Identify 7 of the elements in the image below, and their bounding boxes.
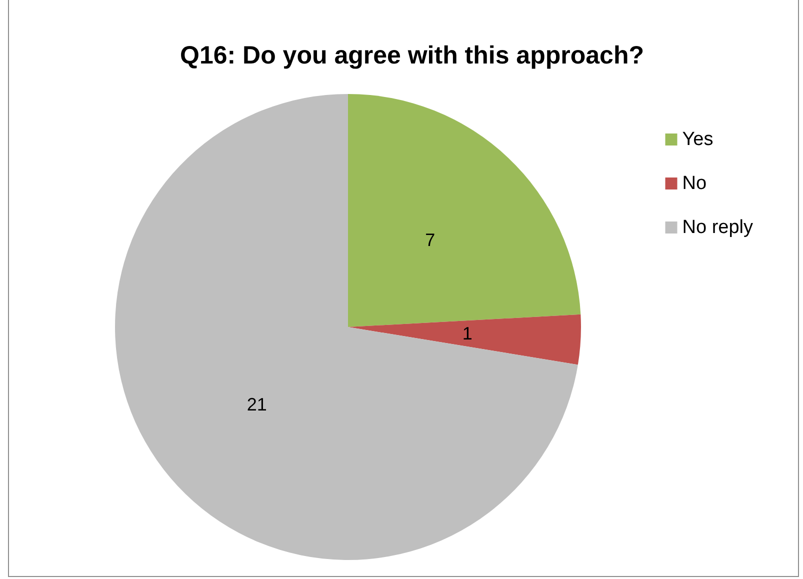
data-label: 1	[462, 323, 472, 344]
legend-label: Yes	[682, 129, 714, 150]
data-label: 7	[425, 230, 436, 250]
legend-label: No reply	[682, 217, 754, 238]
legend-label: No	[682, 173, 707, 194]
chart-title: Q16: Do you agree with this approach?	[180, 42, 644, 70]
data-label: 21	[246, 394, 267, 414]
